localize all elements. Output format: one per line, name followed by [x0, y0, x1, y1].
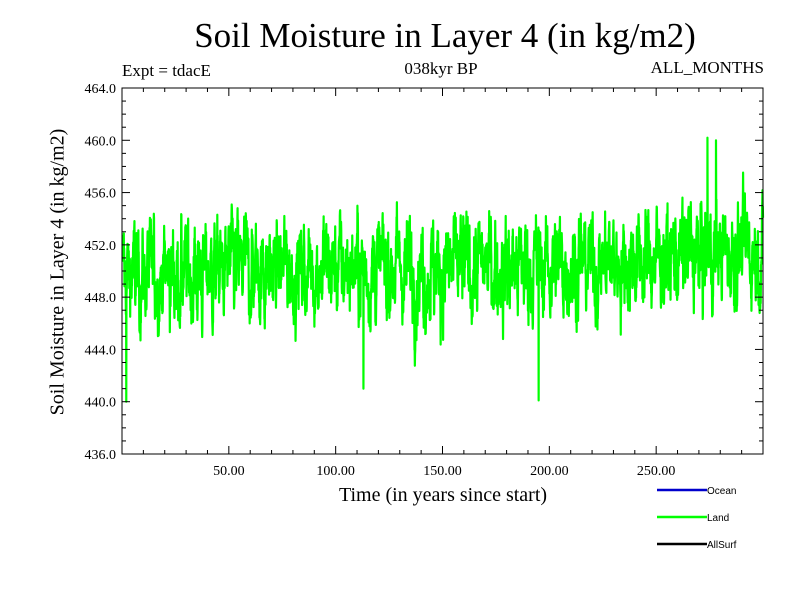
y-tick-label: 464.0 [85, 82, 117, 97]
period-label: ALL_MONTHS [650, 58, 764, 77]
x-tick-label: 250.00 [637, 464, 676, 479]
experiment-label: Expt = tdacE [122, 61, 211, 80]
x-tick-label: 200.00 [530, 464, 569, 479]
ticks-layer: 50.00 100.00 150.00 200.00 250.00 436.0 440.0 4… [85, 82, 764, 479]
x-tick-label: 150.00 [423, 464, 462, 479]
y-tick-label: 440.0 [85, 396, 117, 411]
legend: Ocean Land AllSurf [657, 486, 737, 551]
x-tick-label: 100.00 [316, 464, 355, 479]
legend-label-ocean: Ocean [707, 486, 736, 497]
y-tick-label: 452.0 [85, 239, 117, 254]
series-layer [121, 136, 765, 403]
legend-label-land: Land [707, 513, 729, 524]
series-line-land [121, 136, 765, 403]
x-axis-label: Time (in years since start) [338, 484, 548, 506]
legend-label-allsurf: AllSurf [707, 540, 737, 551]
chart-title: Soil Moisture in Layer 4 (in kg/m2) [194, 16, 696, 55]
chart-subtitle: 038kyr BP [404, 59, 478, 78]
y-tick-label: 436.0 [85, 448, 117, 463]
y-tick-label: 444.0 [85, 343, 117, 358]
x-tick-label: 50.00 [213, 464, 245, 479]
y-tick-label: 460.0 [85, 134, 117, 149]
plot-frame [121, 87, 764, 455]
y-tick-label: 456.0 [85, 187, 117, 202]
y-tick-label: 448.0 [85, 291, 117, 306]
